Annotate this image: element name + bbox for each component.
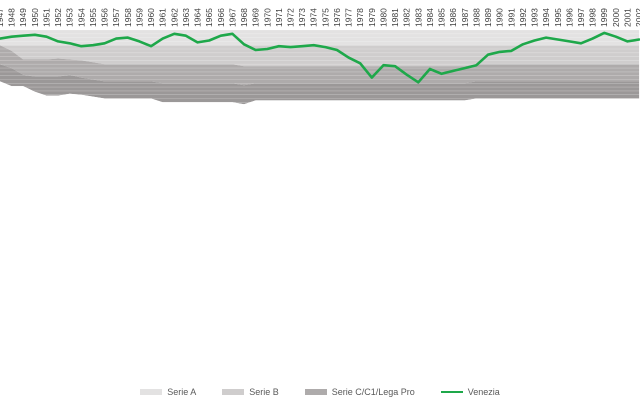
x-tick-label: 1991 <box>506 8 516 27</box>
tier-band-3 <box>0 64 640 105</box>
x-tick-label: 1995 <box>553 8 563 27</box>
x-tick-label: 1968 <box>239 8 249 27</box>
x-tick-label: 1990 <box>495 8 505 27</box>
x-tick-label: 1961 <box>158 8 168 27</box>
x-tick-label: 1988 <box>471 8 481 27</box>
x-tick-label: 1959 <box>134 8 144 27</box>
x-tick-label: 1955 <box>88 8 98 27</box>
x-tick-label: 1992 <box>518 8 528 27</box>
x-tick-label: 1975 <box>320 8 330 27</box>
x-tick-label: 1964 <box>193 8 203 27</box>
x-tick-label: 1999 <box>599 8 609 27</box>
legend: Serie A Serie B Serie C/C1/Lega Pro Vene… <box>0 384 640 400</box>
x-tick-label: 1956 <box>100 8 110 27</box>
series-line-venezia <box>0 31 640 84</box>
tier-band-2 <box>0 45 640 86</box>
x-tick-label: 1984 <box>425 8 435 27</box>
x-tick-label: 1973 <box>297 8 307 27</box>
legend-swatch-serie-c <box>304 389 327 395</box>
x-tick-label: 1977 <box>344 8 354 27</box>
series-lines <box>0 31 640 84</box>
legend-swatch-serie-a <box>140 389 163 395</box>
x-tick-label: 1989 <box>483 8 493 27</box>
x-tick-label: 1976 <box>332 8 342 27</box>
x-tick-label: 1951 <box>42 8 52 27</box>
x-tick-label: 1962 <box>169 8 179 27</box>
x-tick-label: 1954 <box>76 8 86 27</box>
x-tick-label: 1985 <box>437 8 447 27</box>
legend-swatch-serie-b <box>222 389 245 395</box>
x-tick-label: 1952 <box>53 8 63 27</box>
x-tick-label: 1949 <box>18 8 28 27</box>
legend-label-serie-b: Serie B <box>249 387 279 397</box>
x-tick-label: 1967 <box>227 8 237 27</box>
x-tick-label: 1965 <box>204 8 214 27</box>
x-tick-label: 1997 <box>576 8 586 27</box>
x-tick-label: 1947 <box>0 8 5 27</box>
legend-label-serie-a: Serie A <box>167 387 197 397</box>
x-tick-label: 1996 <box>564 8 574 27</box>
x-tick-label: 2000 <box>611 8 621 27</box>
legend-label-venezia: Venezia <box>467 387 500 397</box>
x-tick-label: 1972 <box>286 8 296 27</box>
lower-area <box>0 81 640 385</box>
x-tick-label: 1953 <box>65 8 75 27</box>
legend-item-serie-b: Serie B <box>222 387 279 397</box>
x-tick-label: 1974 <box>309 8 319 27</box>
legend-label-serie-c: Serie C/C1/Lega Pro <box>331 387 415 397</box>
x-tick-label: 1950 <box>30 8 40 27</box>
x-tick-label: 1958 <box>123 8 133 27</box>
x-tick-label: 1998 <box>588 8 598 27</box>
x-tick-label: 1978 <box>355 8 365 27</box>
x-tick-label: 1979 <box>367 8 377 27</box>
x-tick-label: 1994 <box>541 8 551 27</box>
x-tick-label: 1966 <box>216 8 226 27</box>
legend-swatch-venezia <box>440 391 463 393</box>
x-tick-label: 1971 <box>274 8 284 27</box>
x-tick-label: 1960 <box>146 8 156 27</box>
legend-item-serie-a: Serie A <box>140 387 196 397</box>
x-tick-label: 1987 <box>460 8 470 27</box>
x-tick-label: 1986 <box>448 8 458 27</box>
x-tick-label: 2002 <box>634 8 640 27</box>
x-tick-label: 1981 <box>390 8 400 27</box>
x-tick-label: 1993 <box>530 8 540 27</box>
x-tick-labels: 1947 1948 1949 1950 1951 1952 1953 1954 1955 1956… <box>0 8 640 27</box>
legend-item-venezia: Venezia <box>440 387 500 397</box>
x-tick-label: 1982 <box>402 8 412 27</box>
x-tick-label: 1963 <box>181 8 191 27</box>
x-tick-label: 1969 <box>251 8 261 27</box>
x-tick-label: 1983 <box>413 8 423 27</box>
legend-item-serie-c: Serie C/C1/Lega Pro <box>304 387 415 397</box>
x-tick-label: 1970 <box>262 8 272 27</box>
x-tick-label: 1957 <box>111 8 121 27</box>
x-tick-label: 1980 <box>379 8 389 27</box>
x-tick-label: 2001 <box>623 8 633 27</box>
x-tick-label: 1948 <box>7 8 17 27</box>
